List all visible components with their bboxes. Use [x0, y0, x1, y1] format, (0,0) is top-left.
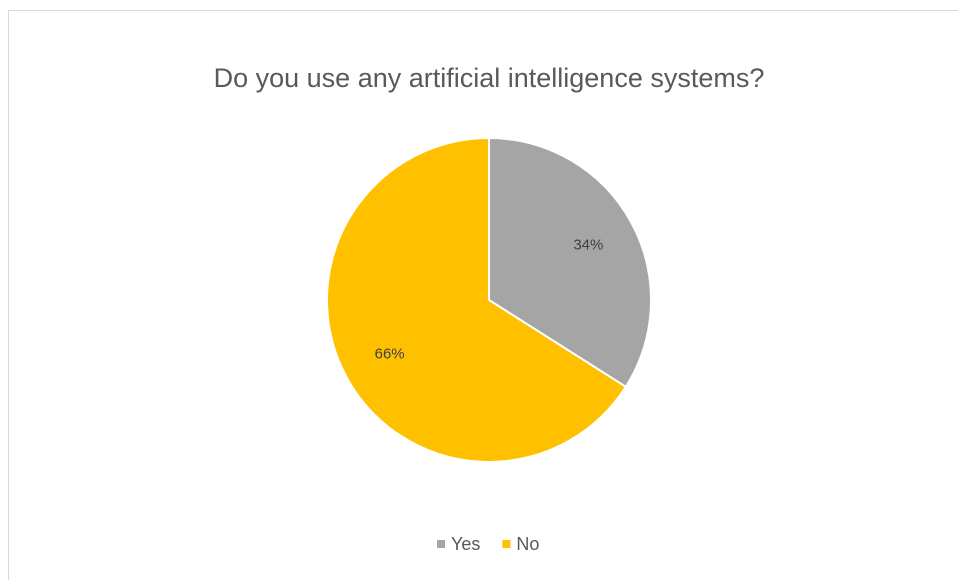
pie-slice — [326, 136, 628, 463]
legend-swatch — [437, 540, 445, 548]
legend-swatch — [502, 540, 511, 548]
chart-title: Do you use any artificial intelligence s… — [214, 63, 765, 93]
legend-label: No — [516, 534, 539, 554]
legend-label: Yes — [451, 534, 480, 554]
data-label: 66% — [375, 346, 405, 363]
data-label: 34% — [573, 236, 603, 253]
